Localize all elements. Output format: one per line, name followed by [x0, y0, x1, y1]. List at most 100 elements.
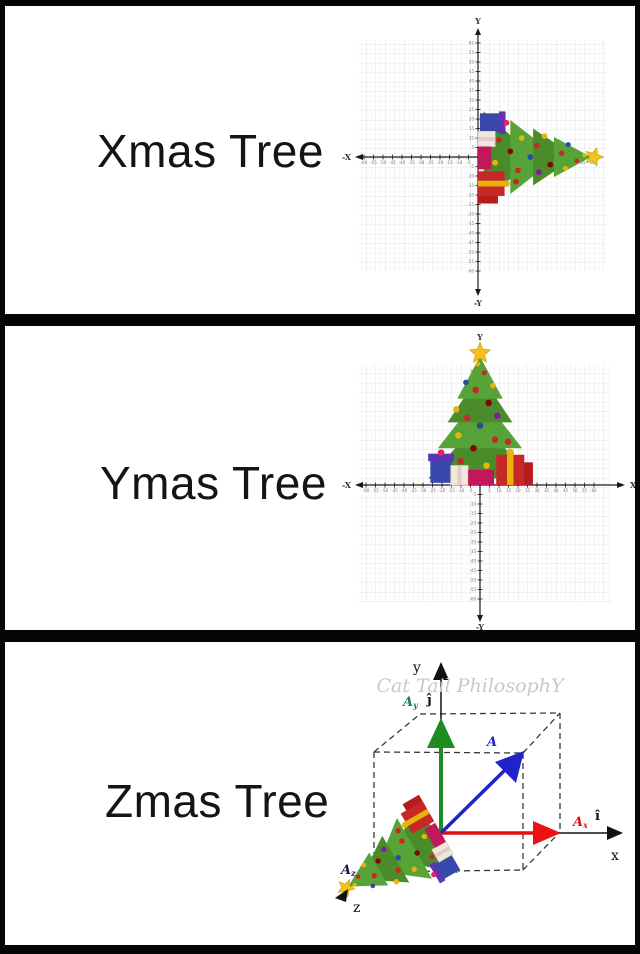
x-tick-label: -10	[458, 488, 465, 493]
x-tick-label: 40	[553, 488, 559, 493]
y-tick-label: 20	[469, 117, 475, 122]
panel-ymas-title: Ymas Tree	[100, 457, 327, 509]
y-tick-label: -10	[467, 174, 474, 179]
x-tick-label: 30	[534, 488, 540, 493]
panel-xmas-title: Xmas Tree	[97, 125, 324, 177]
xmas-grid-plot: -60-55-50-45-40-35-30-25-20-15-10-551015…	[342, 16, 606, 308]
x-tick-label: 60	[591, 488, 597, 493]
x-tick-label: 50	[572, 488, 578, 493]
y-axis-label: Y	[476, 332, 483, 342]
j-hat-label: ĵ	[426, 693, 432, 708]
y-tick-label: -5	[470, 164, 474, 169]
y-tick-label: -40	[469, 559, 476, 564]
x-tick-label: -15	[446, 160, 453, 165]
y-tick-label: 60	[469, 41, 475, 46]
x-tick-label: -40	[401, 488, 408, 493]
y-tick-label: -5	[472, 492, 476, 497]
y-tick-label: 30	[469, 98, 475, 103]
y-tick-label: 10	[469, 136, 475, 141]
x-tick-label: -10	[456, 160, 463, 165]
x-tick-label: -25	[427, 160, 434, 165]
x-axis-right-arrow-icon	[617, 482, 625, 488]
neg-y-axis-label: -Y	[474, 298, 482, 308]
y-tick-label: 5	[471, 145, 474, 150]
y-tick-label: -50	[467, 250, 474, 255]
y-tick-label: -45	[469, 568, 476, 573]
x-tick-label: -55	[370, 160, 377, 165]
x-tick-label: 55	[582, 488, 588, 493]
y-tick-label: 15	[469, 126, 475, 131]
z-axis-label: z	[353, 900, 360, 916]
y-axis-label: Y	[474, 16, 481, 26]
x-tick-label: -40	[399, 160, 406, 165]
y-tick-label: -25	[467, 202, 474, 207]
y-tick-label: -30	[467, 212, 474, 217]
x-axis-label: X	[630, 480, 635, 490]
neg-x-axis-label: -X	[342, 152, 352, 162]
y-axis-down-arrow-icon	[477, 615, 483, 622]
vector-ax-label: Ax	[571, 815, 588, 830]
neg-x-axis-label: -X	[342, 480, 352, 490]
x-tick-label: -15	[448, 488, 455, 493]
y-tick-label: -55	[469, 587, 476, 592]
y-tick-label: -10	[469, 502, 476, 507]
y-tick-label: -55	[467, 259, 474, 264]
x-tick-label: -30	[420, 488, 427, 493]
x-tick-label: -45	[389, 160, 396, 165]
ymas-grid-plot: -60 -55 -50 -45 -40 -35 -30 -25 -20 -15 -10 -5 5 10 15…	[342, 332, 635, 630]
x-tick-label: -45	[391, 488, 398, 493]
panel-zmas-title: Zmas Tree	[105, 775, 330, 827]
y-tick-label: -40	[467, 231, 474, 236]
x-tick-label: -5	[467, 160, 471, 165]
y-tick-label: -50	[469, 578, 476, 583]
y-axis-down-arrow-icon	[475, 289, 481, 296]
y-tick-label: 40	[469, 79, 475, 84]
vector-a	[439, 765, 510, 835]
x-axis-left-arrow-icon	[355, 154, 363, 160]
x-tick-label: -50	[380, 160, 387, 165]
x-tick-label: 5	[488, 488, 491, 493]
y-axis-label: y	[412, 660, 421, 676]
x-tick-label: 60	[589, 160, 595, 165]
vector-az-label: Az	[339, 863, 356, 878]
vector-ax-arrow-icon	[533, 821, 561, 845]
panel-xmas: Xmas Tree -60 -55 -50 -45 -40 -35 -30 -25 -20 -15…	[5, 6, 635, 314]
watermark: Cat Tail PhilosophY	[376, 675, 565, 697]
vector-ay-arrow-icon	[427, 718, 455, 748]
x-tick-label: -35	[408, 160, 415, 165]
y-tick-label: -15	[469, 511, 476, 516]
y-tick-label: -25	[469, 530, 476, 535]
x-tick-label: -20	[437, 160, 444, 165]
vector-ay-label: Ay	[401, 695, 419, 710]
x-tick-label: 35	[544, 488, 550, 493]
y-tick-label: -30	[469, 540, 476, 545]
i-hat-label: î	[595, 809, 600, 824]
y-tick-label: 45	[469, 69, 475, 74]
x-tick-label: -55	[372, 488, 379, 493]
y-tick-label: 25	[469, 107, 475, 112]
x-tick-label: -5	[469, 488, 473, 493]
x-tick-label: -25	[429, 488, 436, 493]
y-tick-label: -45	[467, 240, 474, 245]
x-tick-label: -35	[410, 488, 417, 493]
y-tick-label: -60	[467, 269, 474, 274]
x-axis-arrow-icon	[607, 826, 623, 840]
x-tick-label: 25	[525, 488, 531, 493]
y-tick-label: 35	[469, 88, 475, 93]
x-tick-label: 20	[515, 488, 521, 493]
y-axis-arrow-icon	[433, 662, 449, 680]
x-tick-label: -60	[363, 488, 370, 493]
vector-a-arrow-icon	[495, 751, 524, 783]
x-tick-label: -60	[361, 160, 368, 165]
vector-a-label: A	[485, 735, 497, 750]
x-tick-label: 10	[496, 488, 502, 493]
y-tick-label: -20	[467, 193, 474, 198]
x-tick-label: 15	[506, 488, 512, 493]
y-axis-up-arrow-icon	[475, 28, 481, 35]
panel-ymas: Ymas Tree -60 -55 -50 -45 -40 -35 -30 -25 -20 -15…	[5, 326, 635, 630]
x-tick-label: -30	[418, 160, 425, 165]
panel-zmas: Zmas Tree	[5, 642, 635, 945]
x-axis-left-arrow-icon	[355, 482, 363, 488]
y-tick-label: -35	[467, 221, 474, 226]
